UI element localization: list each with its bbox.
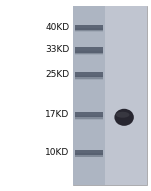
Bar: [75, 112, 103, 117]
Bar: [75, 76, 103, 79]
Bar: [75, 72, 103, 77]
Bar: [72, 6, 105, 185]
Bar: [75, 28, 103, 32]
Bar: [75, 75, 103, 80]
Text: 10KD: 10KD: [45, 148, 69, 157]
Bar: [75, 153, 103, 157]
Text: 33KD: 33KD: [45, 45, 69, 54]
Bar: [72, 6, 147, 185]
Text: 40KD: 40KD: [45, 23, 69, 32]
Bar: [75, 50, 103, 55]
Bar: [75, 116, 103, 119]
Ellipse shape: [114, 109, 134, 126]
Bar: [75, 47, 103, 53]
Bar: [75, 51, 103, 54]
Bar: [75, 115, 103, 120]
Bar: [75, 25, 103, 30]
Bar: [75, 153, 103, 157]
Bar: [75, 150, 103, 155]
Bar: [75, 28, 103, 32]
Bar: [105, 6, 147, 185]
Text: 17KD: 17KD: [45, 110, 69, 119]
Ellipse shape: [116, 112, 129, 118]
Text: 25KD: 25KD: [45, 70, 69, 79]
